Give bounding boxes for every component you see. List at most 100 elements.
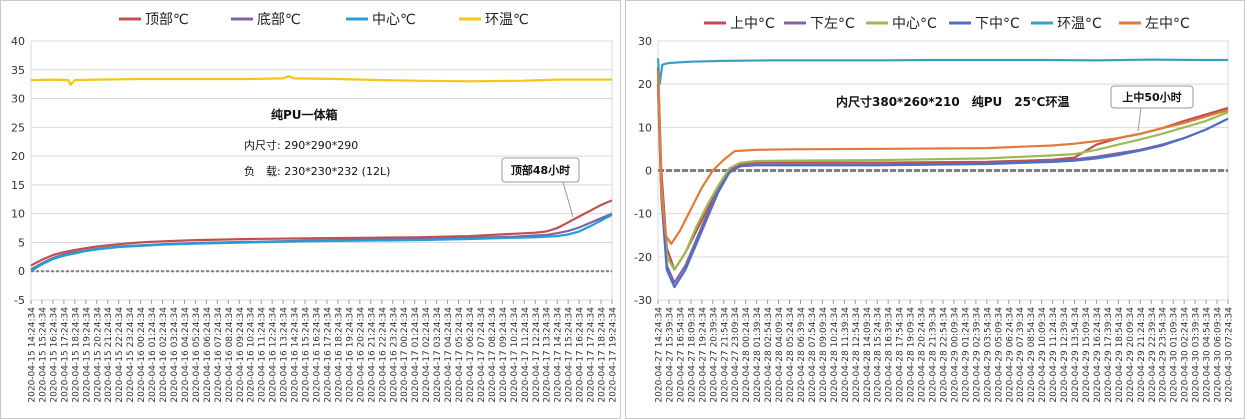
x-tick-label: 2020-04-28 20:24:34 (918, 307, 928, 403)
x-tick-label: 2020-04-27 15:39:34 (665, 307, 675, 403)
x-tick-label: 2020-04-29 11:24:34 (1049, 307, 1059, 403)
callout-pointer (562, 181, 574, 218)
y-tick-label: -10 (634, 208, 652, 221)
x-tick-label: 2020-04-16 12:24:34 (269, 307, 279, 403)
y-tick-label: 30 (11, 93, 25, 106)
chart-annotation: 内尺寸380*260*210 纯PU 25℃环温 (836, 94, 1069, 109)
x-tick-label: 2020-04-17 16:24:34 (576, 307, 586, 403)
x-tick-label: 2020-04-17 10:24:34 (510, 307, 520, 403)
y-tick-label: 10 (638, 121, 652, 134)
y-tick-label: 30 (638, 35, 652, 48)
x-tick-label: 2020-04-17 13:24:34 (543, 307, 553, 403)
x-tick-label: 2020-04-28 05:24:34 (786, 307, 796, 403)
y-tick-label: -20 (634, 251, 652, 264)
x-tick-label: 2020-04-17 07:24:34 (477, 307, 487, 403)
chart-annotation: 内尺寸: 290*290*290 (244, 138, 358, 152)
x-tick-label: 2020-04-30 07:24:34 (1225, 307, 1235, 403)
legend-label: 中心°C (892, 16, 937, 32)
x-tick-label: 2020-04-16 13:24:34 (280, 307, 290, 403)
y-tick-label: 20 (638, 78, 652, 91)
x-tick-label: 2020-04-17 01:24:34 (411, 307, 421, 403)
x-tick-label: 2020-04-15 23:24:34 (126, 307, 136, 403)
x-tick-label: 2020-04-16 10:24:34 (247, 307, 257, 403)
x-tick-label: 2020-04-28 02:54:34 (764, 307, 774, 403)
x-tick-label: 2020-04-29 17:39:34 (1104, 307, 1114, 403)
x-tick-label: 2020-04-17 11:24:34 (521, 307, 531, 403)
x-tick-label: 2020-04-15 22:24:34 (115, 307, 125, 403)
x-tick-label: 2020-04-16 22:24:34 (378, 307, 388, 403)
x-tick-label: 2020-04-17 09:24:34 (499, 307, 509, 403)
callout-pointer (1137, 107, 1142, 132)
x-tick-label: 2020-04-16 09:24:34 (236, 307, 246, 403)
x-tick-label: 2020-04-17 15:24:34 (565, 307, 575, 403)
x-tick-label: 2020-04-16 04:24:34 (181, 307, 191, 403)
x-tick-label: 2020-04-16 05:24:34 (192, 307, 202, 403)
x-tick-label: 2020-04-16 11:24:34 (258, 307, 268, 403)
x-tick-label: 2020-04-17 17:24:34 (587, 307, 597, 403)
x-tick-label: 2020-04-15 21:24:34 (104, 307, 114, 403)
x-tick-label: 2020-04-16 20:24:34 (356, 307, 366, 403)
legend-label: 左中°C (1145, 16, 1190, 32)
x-tick-label: 2020-04-28 10:24:34 (830, 307, 840, 403)
x-tick-label: 2020-04-27 18:09:34 (687, 307, 697, 403)
x-tick-label: 2020-04-27 20:39:34 (709, 307, 719, 403)
series-line-5 (656, 71, 1229, 245)
x-tick-label: 2020-04-16 21:24:34 (367, 307, 377, 403)
x-tick-label: 2020-04-16 00:24:34 (137, 307, 147, 403)
chart-annotation: 负 载: 230*230*232 (12L) (244, 164, 390, 178)
x-tick-label: 2020-04-27 23:09:34 (731, 307, 741, 403)
x-tick-label: 2020-04-29 23:54:34 (1159, 307, 1169, 403)
x-tick-label: 2020-04-17 18:24:34 (598, 307, 608, 403)
y-tick-label: 15 (11, 179, 25, 192)
callout-box (1110, 85, 1194, 109)
x-tick-label: 2020-04-16 19:24:34 (345, 307, 355, 403)
x-tick-label: 2020-04-15 20:24:34 (93, 307, 103, 403)
x-tick-label: 2020-04-16 08:24:34 (225, 307, 235, 403)
x-tick-label: 2020-04-30 03:39:34 (1192, 307, 1202, 403)
x-tick-label: 2020-04-15 15:24:34 (38, 307, 48, 403)
x-tick-label: 2020-04-17 02:24:34 (422, 307, 432, 403)
x-tick-label: 2020-04-28 21:39:34 (929, 307, 939, 403)
chart-annotation: 纯PU一体箱 (271, 107, 338, 122)
x-tick-label: 2020-04-16 17:24:34 (323, 307, 333, 403)
x-tick-label: 2020-04-17 06:24:34 (466, 307, 476, 403)
chart-right-panel: -30 -20 -10 0 10 20 30 2020-04-27 14:24:34 2020-… (625, 0, 1245, 419)
x-tick-label: 2020-04-30 02:24:34 (1181, 307, 1191, 403)
y-tick-label: 40 (11, 35, 25, 48)
x-tick-label: 2020-04-30 01:09:34 (1170, 307, 1180, 403)
x-tick-label: 2020-04-17 03:24:34 (433, 307, 443, 403)
x-tick-label: 2020-04-28 04:09:34 (775, 307, 785, 403)
x-tick-label: 2020-04-29 07:39:34 (1016, 307, 1026, 403)
x-tick-label: 2020-04-29 13:54:34 (1071, 307, 1081, 403)
x-tick-label: 2020-04-27 19:24:34 (698, 307, 708, 403)
callout-box (501, 157, 580, 183)
x-tick-label: 2020-04-16 14:24:34 (291, 307, 301, 403)
x-tick-label: 2020-04-29 03:54:34 (983, 307, 993, 403)
x-tick-label: 2020-04-15 16:24:34 (49, 307, 59, 403)
legend-label: 中心℃ (372, 12, 416, 28)
x-tick-label: 2020-04-28 06:39:34 (797, 307, 807, 403)
x-tick-label: 2020-04-29 05:09:34 (994, 307, 1004, 403)
y-tick-label: -5 (14, 294, 25, 307)
x-tick-label: 2020-04-29 00:09:34 (950, 307, 960, 403)
y-tick-label: 25 (11, 121, 25, 134)
x-tick-label: 2020-04-17 19:24:34 (609, 307, 619, 403)
x-tick-label: 2020-04-28 12:54:34 (852, 307, 862, 403)
x-tick-label: 2020-04-16 03:24:34 (170, 307, 180, 403)
x-tick-label: 2020-04-29 20:09:34 (1126, 307, 1136, 403)
series-line-2 (30, 213, 613, 273)
callout-label: 上中50小时 (1122, 90, 1181, 104)
x-tick-label: 2020-04-16 16:24:34 (313, 307, 323, 403)
x-tick-label: 2020-04-28 14:09:34 (863, 307, 873, 403)
x-tick-label: 2020-04-17 05:24:34 (455, 307, 465, 403)
chart-left-panel: -5 0 5 10 15 20 25 30 35 40 2020-04-15 14:24:34 202… (0, 0, 621, 419)
series-line-3 (30, 74, 612, 86)
series-line-2 (656, 75, 1229, 271)
y-tick-label: 0 (645, 165, 652, 178)
series-line-4 (656, 58, 1228, 86)
x-tick-label: 2020-04-17 14:24:34 (554, 307, 564, 403)
x-tick-label: 2020-04-17 12:24:34 (532, 307, 542, 403)
legend-label: 环温°C (1057, 16, 1102, 32)
x-tick-label: 2020-04-29 21:24:34 (1137, 307, 1147, 403)
